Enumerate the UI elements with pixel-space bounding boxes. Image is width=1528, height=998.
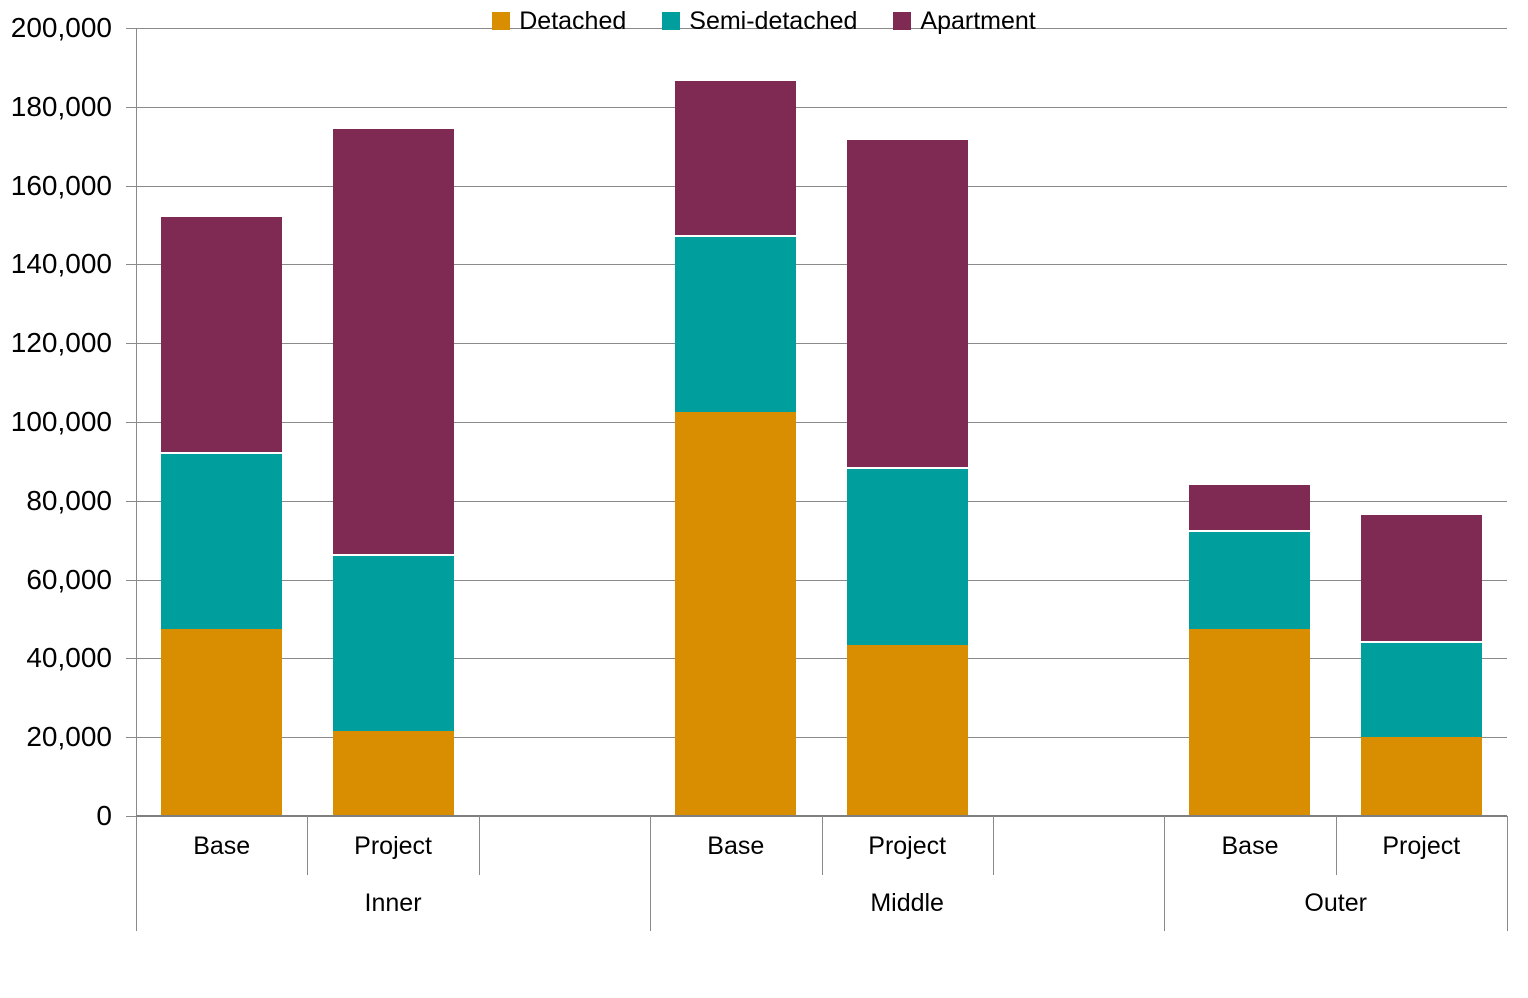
gridline (136, 422, 1507, 423)
y-axis-label: 0 (96, 800, 112, 831)
bar-segment-inner-project-apartment (332, 126, 454, 554)
category-divider (821, 816, 823, 875)
bar-segment-middle-base-apartment (675, 79, 797, 235)
category-divider (478, 816, 480, 875)
y-axis-label: 140,000 (10, 248, 112, 280)
gridline (136, 343, 1507, 345)
y-axis-tick (126, 500, 136, 502)
bar-segment-middle-project-detached (846, 644, 968, 816)
x-category-label: Base (193, 832, 251, 860)
y-axis-label: 100,000 (10, 406, 112, 437)
legend-label: Apartment (920, 6, 1036, 35)
legend-item-detached: Detached (492, 7, 626, 36)
legend-item-apartment: Apartment (893, 6, 1036, 36)
y-axis-tick (126, 422, 136, 423)
bar-segment-middle-project-apartment (846, 138, 968, 468)
gridline (136, 264, 1507, 266)
category-divider (992, 816, 994, 875)
gridline (136, 500, 1507, 502)
y-axis-label: 40,000 (26, 642, 112, 674)
y-axis-tick (126, 737, 136, 739)
group-divider (1507, 816, 1508, 931)
legend-label: Semi-detached (689, 6, 858, 35)
bar-segment-middle-project-semi-detached (846, 467, 968, 645)
bar-segment-middle-base-semi-detached (675, 234, 797, 413)
bar-segment-inner-project-detached (332, 731, 454, 816)
category-divider (1335, 816, 1337, 875)
gridline (136, 658, 1507, 660)
gridline (136, 106, 1507, 108)
y-axis-tick (126, 264, 136, 266)
x-category-label: Project (1382, 832, 1461, 860)
x-group-label: Outer (1304, 889, 1367, 917)
legend-label: Detached (519, 6, 627, 35)
bar-segment-middle-base-detached (675, 412, 797, 816)
legend: Detached Semi-detached Apartment (0, 0, 1528, 42)
y-axis-label: 120,000 (10, 327, 112, 359)
legend-swatch-semi-detached (662, 12, 681, 30)
bar-segment-outer-base-detached (1189, 628, 1311, 816)
x-category-label: Base (1221, 832, 1279, 860)
y-axis-label: 200,000 (10, 12, 112, 43)
y-axis-tick (126, 185, 136, 187)
group-divider (650, 816, 652, 931)
bar-segment-inner-base-detached (161, 628, 283, 816)
y-axis-label: 60,000 (26, 563, 112, 595)
y-axis-tick (126, 106, 136, 108)
gridline (136, 28, 1507, 29)
y-axis-tick (126, 28, 136, 29)
bar-segment-inner-project-semi-detached (332, 554, 454, 732)
y-axis-label: 80,000 (26, 484, 112, 516)
category-divider (307, 816, 309, 875)
gridline (136, 737, 1507, 739)
y-axis-label: 160,000 (10, 169, 112, 201)
gridline (136, 185, 1507, 187)
x-category-label: Project (354, 832, 432, 860)
bar-segment-outer-base-apartment (1189, 483, 1311, 531)
bar-segment-outer-base-semi-detached (1189, 530, 1311, 629)
x-category-label: Project (868, 832, 947, 860)
group-divider (1164, 816, 1166, 931)
y-axis-label: 20,000 (26, 721, 112, 753)
x-group-label: Middle (870, 889, 944, 917)
bar-segment-inner-base-apartment (161, 215, 283, 452)
y-axis-tick (126, 579, 136, 581)
gridline (136, 579, 1507, 581)
bar-segment-outer-project-semi-detached (1360, 640, 1482, 738)
bar-segment-outer-project-detached (1360, 737, 1482, 816)
y-axis-label: 180,000 (10, 90, 112, 122)
y-axis-line (136, 28, 137, 931)
x-category-label: Base (707, 832, 765, 860)
y-axis-tick (126, 658, 136, 660)
x-group-label: Inner (364, 889, 422, 917)
bar-segment-inner-base-semi-detached (161, 451, 283, 629)
bar-segment-outer-project-apartment (1360, 512, 1482, 641)
y-axis-tick (126, 343, 136, 345)
y-axis-tick (126, 816, 136, 817)
legend-swatch-apartment (893, 12, 912, 30)
legend-swatch-detached (492, 12, 511, 30)
legend-item-semi-detached: Semi-detached (662, 7, 857, 36)
